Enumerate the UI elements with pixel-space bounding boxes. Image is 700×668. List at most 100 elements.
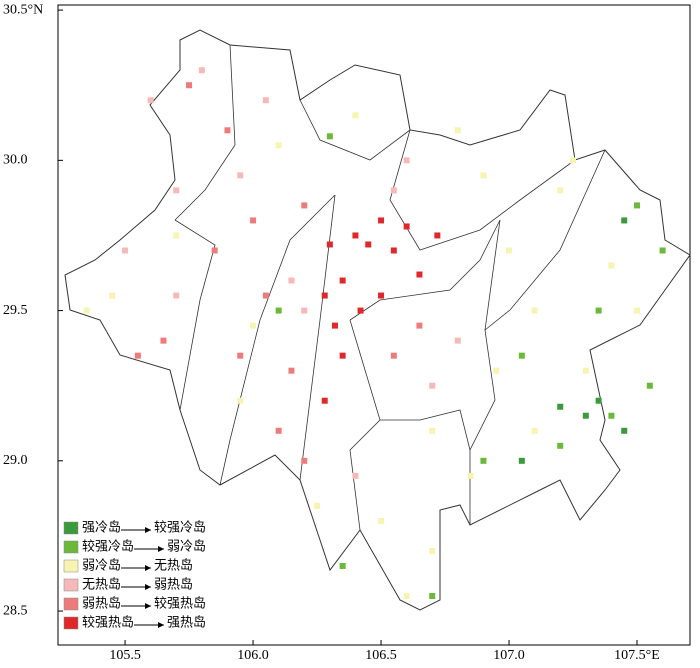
- grid-cell: [434, 232, 441, 239]
- grid-cell: [378, 217, 385, 224]
- grid-cell: [403, 157, 410, 164]
- grid-cell: [608, 412, 615, 419]
- grid-cell: [531, 307, 538, 314]
- grid-cell: [339, 352, 346, 359]
- grid-cell: [339, 277, 346, 284]
- grid-cell: [357, 307, 364, 314]
- legend-to: 弱热岛: [154, 577, 193, 593]
- legend-arrowhead: [158, 622, 165, 628]
- grid-cell: [301, 202, 308, 209]
- district-line: [299, 99, 411, 161]
- grid-cell: [237, 397, 244, 404]
- y-tick-label: 29.5: [3, 303, 28, 318]
- grid-cell: [634, 307, 641, 314]
- legend-swatch: [63, 540, 79, 554]
- grid-cell: [429, 427, 436, 434]
- legend-arrowhead: [145, 584, 152, 590]
- legend-arrowhead: [158, 546, 165, 552]
- grid-cell: [390, 247, 397, 254]
- grid-cell: [390, 187, 397, 194]
- grid-cell: [262, 292, 269, 299]
- grid-cell: [186, 82, 193, 89]
- legend-arrowhead: [145, 565, 152, 571]
- legend-to: 较强冷岛: [154, 520, 206, 536]
- grid-cell: [608, 262, 615, 269]
- grid-cell: [570, 157, 577, 164]
- grid-cell: [646, 382, 653, 389]
- grid-cell: [250, 322, 257, 329]
- grid-cell: [352, 232, 359, 239]
- grid-cell: [321, 292, 328, 299]
- grid-cell: [262, 97, 269, 104]
- district-line: [380, 409, 471, 451]
- grid-cell: [224, 127, 231, 134]
- y-tick-label: 30.0: [3, 153, 28, 168]
- district-line: [349, 319, 381, 531]
- grid-cell: [275, 307, 282, 314]
- grid-cell: [301, 307, 308, 314]
- grid-cell: [301, 457, 308, 464]
- grid-cell: [621, 427, 628, 434]
- legend-arrowhead: [145, 527, 152, 533]
- grid-cell: [454, 127, 461, 134]
- legend-box: [60, 518, 230, 640]
- grid-cell: [198, 67, 205, 74]
- grid-cell: [275, 142, 282, 149]
- legend-from: 弱冷岛: [82, 558, 121, 574]
- legend-from: 弱热岛: [82, 596, 121, 612]
- grid-cell: [331, 322, 338, 329]
- district-line: [299, 194, 336, 481]
- grid-cell: [288, 367, 295, 374]
- grid-cell: [582, 412, 589, 419]
- grid-cell: [429, 593, 436, 600]
- grid-cell: [595, 307, 602, 314]
- grid-cell: [506, 247, 513, 254]
- legend-swatch: [63, 521, 79, 535]
- grid-cell: [557, 442, 564, 449]
- grid-cell: [173, 187, 180, 194]
- x-tick-label: 106.0: [237, 648, 269, 663]
- legend-to: 无热岛: [154, 558, 193, 574]
- y-tick-label: 28.5: [3, 603, 28, 618]
- grid-cell: [339, 562, 346, 569]
- grid-cell: [493, 367, 500, 374]
- grid-cell: [147, 97, 154, 104]
- legend-arrowhead: [145, 603, 152, 609]
- grid-cell: [467, 472, 474, 479]
- grid-cell: [160, 337, 167, 344]
- x-tick-label: 107.0: [493, 648, 525, 663]
- grid-cell: [621, 217, 628, 224]
- grid-cell: [314, 502, 321, 509]
- grid-cell: [250, 217, 257, 224]
- legend-swatch: [63, 597, 79, 611]
- grid-cell: [390, 352, 397, 359]
- grid-cell: [237, 352, 244, 359]
- grid-cell: [557, 187, 564, 194]
- grid-cell: [211, 247, 218, 254]
- legend-from: 较强热岛: [82, 615, 134, 631]
- grid-cell: [109, 292, 116, 299]
- grid-cell: [416, 271, 423, 278]
- grid-cell: [518, 352, 525, 359]
- grid-cell: [531, 427, 538, 434]
- grid-cell: [634, 202, 641, 209]
- grid-cell: [288, 277, 295, 284]
- legend-from: 无热岛: [82, 577, 121, 593]
- x-tick-label: 107.5°E: [614, 648, 660, 663]
- legend-to: 较强热岛: [154, 596, 206, 612]
- grid-cell: [352, 472, 359, 479]
- grid-cell: [173, 292, 180, 299]
- y-tick-label: 30.5°N: [3, 2, 43, 17]
- grid-cell: [122, 247, 129, 254]
- grid-cell: [429, 547, 436, 554]
- legend-swatch: [63, 559, 79, 573]
- legend-from: 较强冷岛: [82, 539, 134, 555]
- grid-cell: [518, 457, 525, 464]
- grid-cell: [480, 457, 487, 464]
- district-line: [219, 194, 336, 486]
- x-tick-label: 106.5: [365, 648, 397, 663]
- grid-cell: [416, 322, 423, 329]
- grid-cell: [275, 427, 282, 434]
- grid-cell: [134, 352, 141, 359]
- legend-to: 强热岛: [167, 615, 206, 631]
